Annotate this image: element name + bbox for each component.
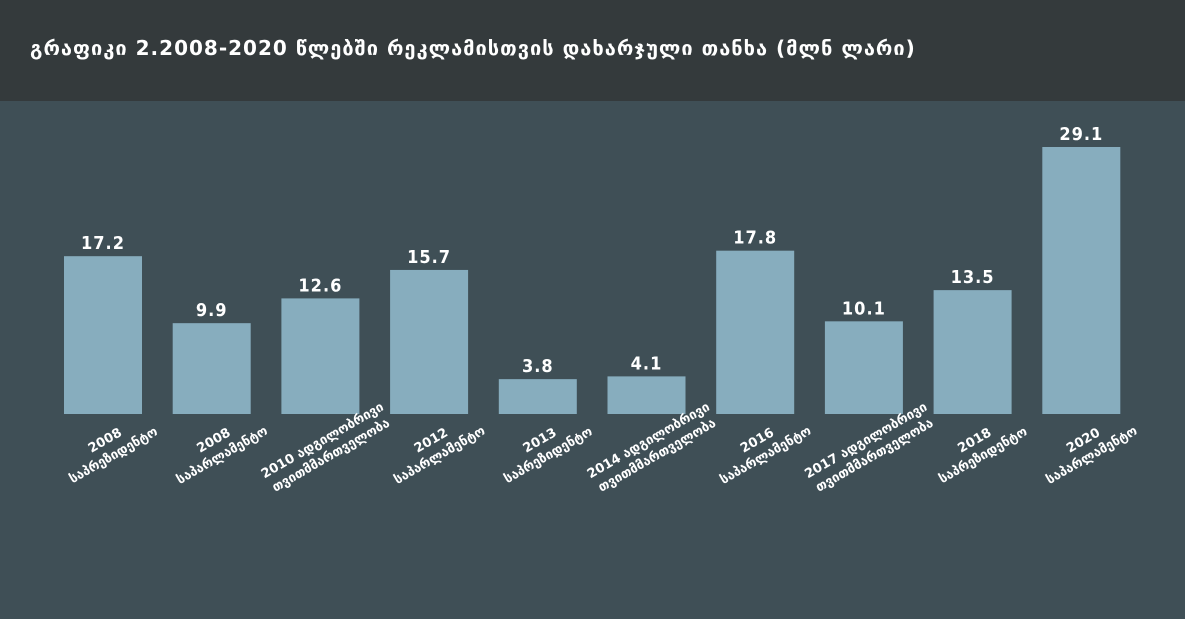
data-label-6: 17.8 (733, 228, 777, 249)
chart-header: გრაფიკი 2.2008-2020 წლებში რეკლამისთვის … (0, 0, 1185, 101)
data-label-4: 3.8 (522, 356, 554, 377)
data-label-0: 17.2 (81, 233, 125, 254)
data-label-3: 15.7 (407, 247, 451, 268)
chart-area: 17.2 2008 საპრეზიდენტო 9.9 2008 საპარლამენტო 1… (0, 101, 1185, 619)
data-label-5: 4.1 (631, 353, 663, 374)
bar-6 (716, 250, 795, 414)
data-label-1: 9.9 (196, 300, 228, 321)
bar-0 (64, 256, 142, 414)
data-label-2: 12.6 (298, 275, 342, 296)
bar-4 (498, 379, 577, 414)
data-label-9: 29.1 (1059, 124, 1103, 145)
bar-3 (390, 269, 469, 414)
chart-title: გრაფიკი 2.2008-2020 წლებში რეკლამისთვის … (30, 36, 916, 60)
data-label-7: 10.1 (842, 298, 886, 319)
bar-5 (607, 376, 686, 414)
bar-8 (933, 290, 1012, 414)
bar-7 (824, 321, 903, 414)
bar-1 (172, 323, 251, 414)
data-label-8: 13.5 (951, 267, 995, 288)
bar-9 (1042, 147, 1121, 414)
bar-2 (281, 298, 360, 414)
